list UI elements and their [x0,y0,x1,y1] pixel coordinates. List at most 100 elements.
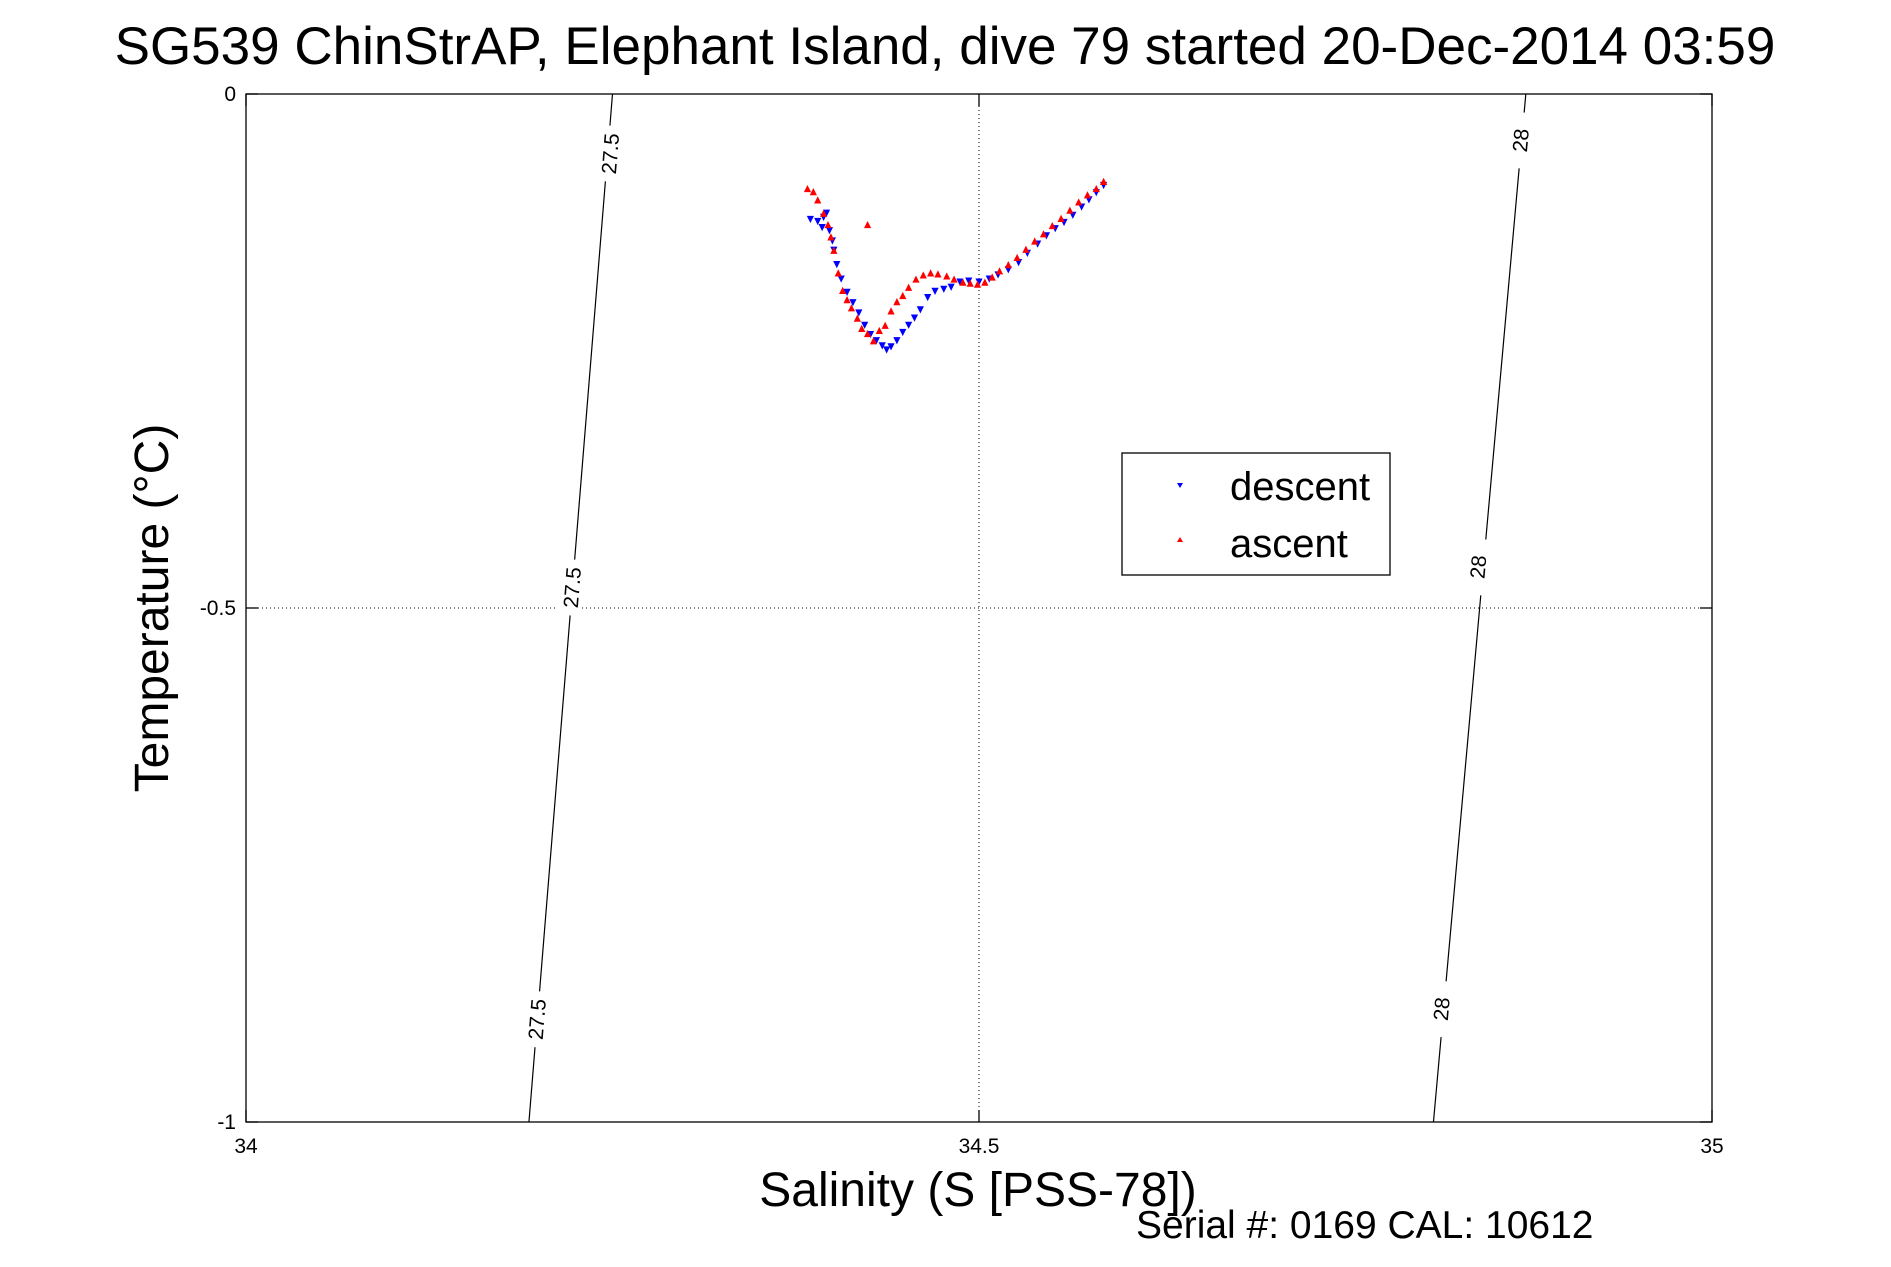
descent-point [883,346,891,354]
ascent-point [814,196,822,204]
ascent-point [1022,245,1030,253]
isopycnal-label-bg [1426,979,1456,1038]
ascent-point [959,278,967,286]
isopycnal-label-group: 27.5 [557,558,586,617]
legend-label-descent: descent [1230,465,1370,509]
ascent-point [881,321,889,329]
ascent-point [893,298,901,306]
descent-point [910,314,919,322]
isopycnal-contours: 27.5 27.5 27.5 28 28 28 [522,93,1535,1123]
isopycnal-label-bg [1462,537,1492,596]
ascent-point [1092,184,1100,193]
ascent-point [1066,206,1074,214]
ascent-point [824,220,832,229]
ascent-point [863,329,872,338]
isopycnal-label: 27.5 [598,132,624,175]
isopycnal-label-bg [557,558,586,617]
descent-point [931,287,939,295]
descent-point [899,328,907,337]
isopycnal-label: 28 [1509,128,1534,153]
ascent-point [869,337,878,345]
descent-point [837,275,845,283]
y-tick-label: -1 [217,1111,236,1134]
descent-point [947,283,955,291]
ascent-point [1057,214,1065,222]
ascent-point [847,304,856,312]
descent-point [893,337,901,345]
ascent-point [995,267,1004,275]
ascent-point [981,278,989,286]
ascent-point [927,269,935,277]
x-tick-label: 35 [1700,1135,1723,1158]
ascent-point [887,307,895,315]
ascent-point [839,286,847,294]
ascent-point [830,246,838,254]
tick-labels: 34 34.5 35 0 -0.5 -1 [200,83,1724,1158]
legend-marker-descent [1177,483,1183,488]
x-axis-label: Salinity (S [PSS-78]) [759,1164,1196,1217]
ascent-point [988,273,996,281]
ascent-point [919,271,927,279]
ascent-point [943,272,951,280]
descent-point [843,288,851,297]
ascent-point [863,220,872,229]
descent-point [806,215,815,224]
isopycnal-label-group: 28 [1426,979,1456,1038]
tick-marks [245,93,1713,1123]
ascent-point [809,188,817,196]
ascent-point [973,280,982,288]
ascent-point [905,283,913,291]
ascent-point [875,326,883,335]
isopycnal-label-bg [1505,111,1535,170]
ascent-point [820,209,828,217]
ascent-point [858,324,866,332]
descent-point [855,309,863,317]
ascent-point [1039,230,1048,238]
gridlines [246,94,1712,1122]
ascent-point [912,275,920,283]
descent-point [825,227,834,235]
isopycnal-label-group: 27.5 [522,990,551,1049]
ascent-point [966,279,974,287]
ascent-point [1100,177,1108,185]
descent-point [814,217,822,226]
ascent-point [843,296,851,304]
isopycnal-label: 27.5 [560,566,586,609]
descent-point [940,285,948,293]
isopycnal-line [1432,93,1527,1123]
descent-point [861,321,869,329]
ascent-point [899,291,907,300]
serial-footnote: Serial #: 0169 CAL: 10612 [1136,1204,1594,1247]
ascent-point [1075,198,1083,206]
ascent-point [934,270,942,278]
y-axis-label: Temperature (°C) [126,424,179,793]
isopycnal-label: 27.5 [525,998,551,1041]
ascent-series [803,177,1108,345]
descent-point [887,343,895,351]
descent-point [818,224,826,232]
descent-point [849,299,857,307]
descent-point [924,293,932,302]
descent-point [878,342,886,350]
isopycnal-label: 28 [1430,996,1455,1021]
isopycnal-label-bg [522,990,551,1049]
isopycnal-label-bg [595,124,624,183]
descent-point [905,321,913,329]
y-tick-label: 0 [224,83,236,106]
isopycnal-label-group: 28 [1505,111,1535,170]
descent-point [956,278,964,286]
ascent-point [827,233,835,241]
ascent-point [834,269,842,277]
descent-point [975,278,983,286]
ascent-point [853,314,861,322]
ascent-point [1083,191,1092,199]
ascent-point [1004,261,1012,269]
ascent-point [1031,237,1039,245]
ascent-point [803,184,812,193]
descent-point [822,209,831,217]
ascent-point [950,275,958,283]
descent-point [872,337,880,345]
x-tick-label: 34 [234,1135,258,1158]
